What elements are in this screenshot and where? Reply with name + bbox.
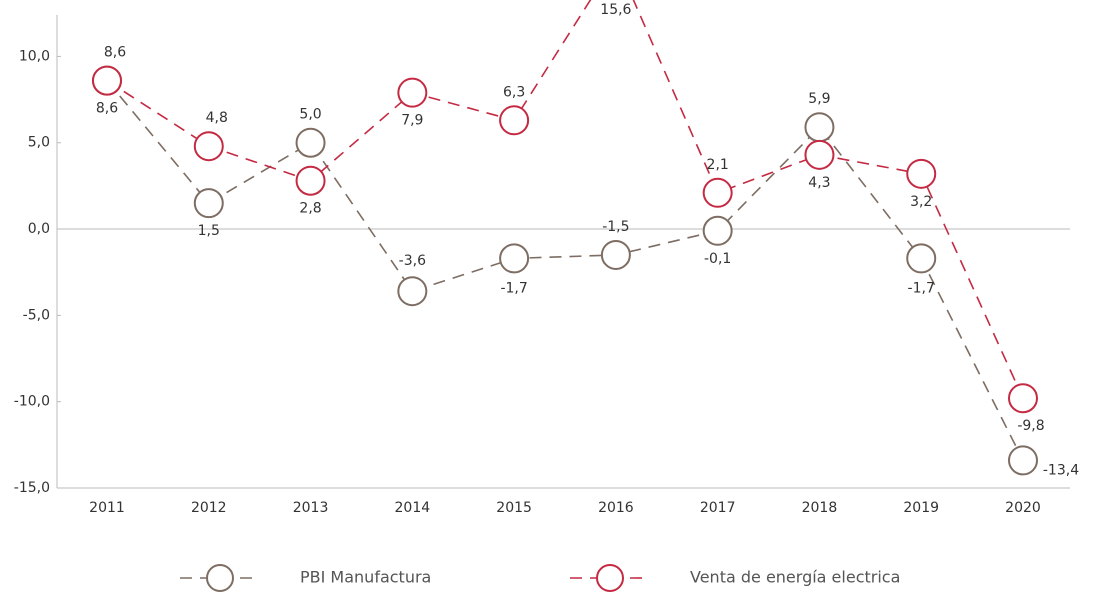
legend-label: PBI Manufactura [300,568,431,587]
marker [906,243,937,274]
data-label: 5,0 [299,107,321,123]
data-label: 5,9 [808,91,830,107]
y-tick-label: 5,0 [28,135,50,151]
marker [1008,383,1038,414]
data-label: 2,1 [707,157,729,173]
marker [499,105,530,136]
x-tick-label: 2019 [903,500,939,516]
x-tick-label: 2020 [1005,500,1041,516]
marker [92,65,122,96]
y-tick-label: 0,0 [28,221,50,237]
marker [804,112,835,143]
data-label: -13,4 [1043,462,1079,478]
data-label: 2,8 [299,201,321,217]
data-label: 4,3 [808,175,830,191]
y-tick-label: -10,0 [14,394,50,410]
legend-marker [596,564,624,592]
data-label: -3,6 [399,253,426,269]
data-label: 15,6 [600,2,631,18]
x-tick-label: 2013 [293,500,329,516]
marker [295,127,326,158]
legend-marker [206,564,234,592]
marker [600,239,631,270]
data-label: 7,9 [401,113,423,129]
x-tick-label: 2014 [395,500,431,516]
x-tick-label: 2011 [89,500,125,516]
x-tick-label: 2017 [700,500,736,516]
data-label: 8,6 [96,101,118,117]
data-label: -0,1 [704,251,731,267]
y-tick-label: -15,0 [14,480,50,496]
x-tick-label: 2016 [598,500,634,516]
x-tick-label: 2015 [496,500,532,516]
marker [702,215,733,246]
x-tick-label: 2018 [802,500,838,516]
series-line [106,0,1024,399]
marker [499,243,530,274]
marker [193,188,224,219]
marker [906,158,937,189]
data-label: 3,2 [910,194,932,210]
data-label: 1,5 [198,223,220,239]
series-line [106,80,1024,461]
marker [702,177,733,208]
x-tick-label: 2012 [191,500,227,516]
data-label: 8,6 [104,45,126,61]
marker [397,77,428,108]
data-label: 6,3 [503,84,525,100]
marker [1008,445,1038,476]
marker [295,165,326,196]
y-tick-label: 10,0 [19,48,50,64]
data-label: -9,8 [1017,418,1044,434]
data-label: -1,7 [908,280,935,296]
y-tick-label: -5,0 [23,307,50,323]
data-label: -1,5 [602,219,629,235]
marker [804,139,835,170]
marker [397,276,428,307]
data-label: 4,8 [206,110,228,126]
marker [193,131,224,162]
legend-label: Venta de energía electrica [690,568,900,587]
data-label: -1,7 [500,280,527,296]
